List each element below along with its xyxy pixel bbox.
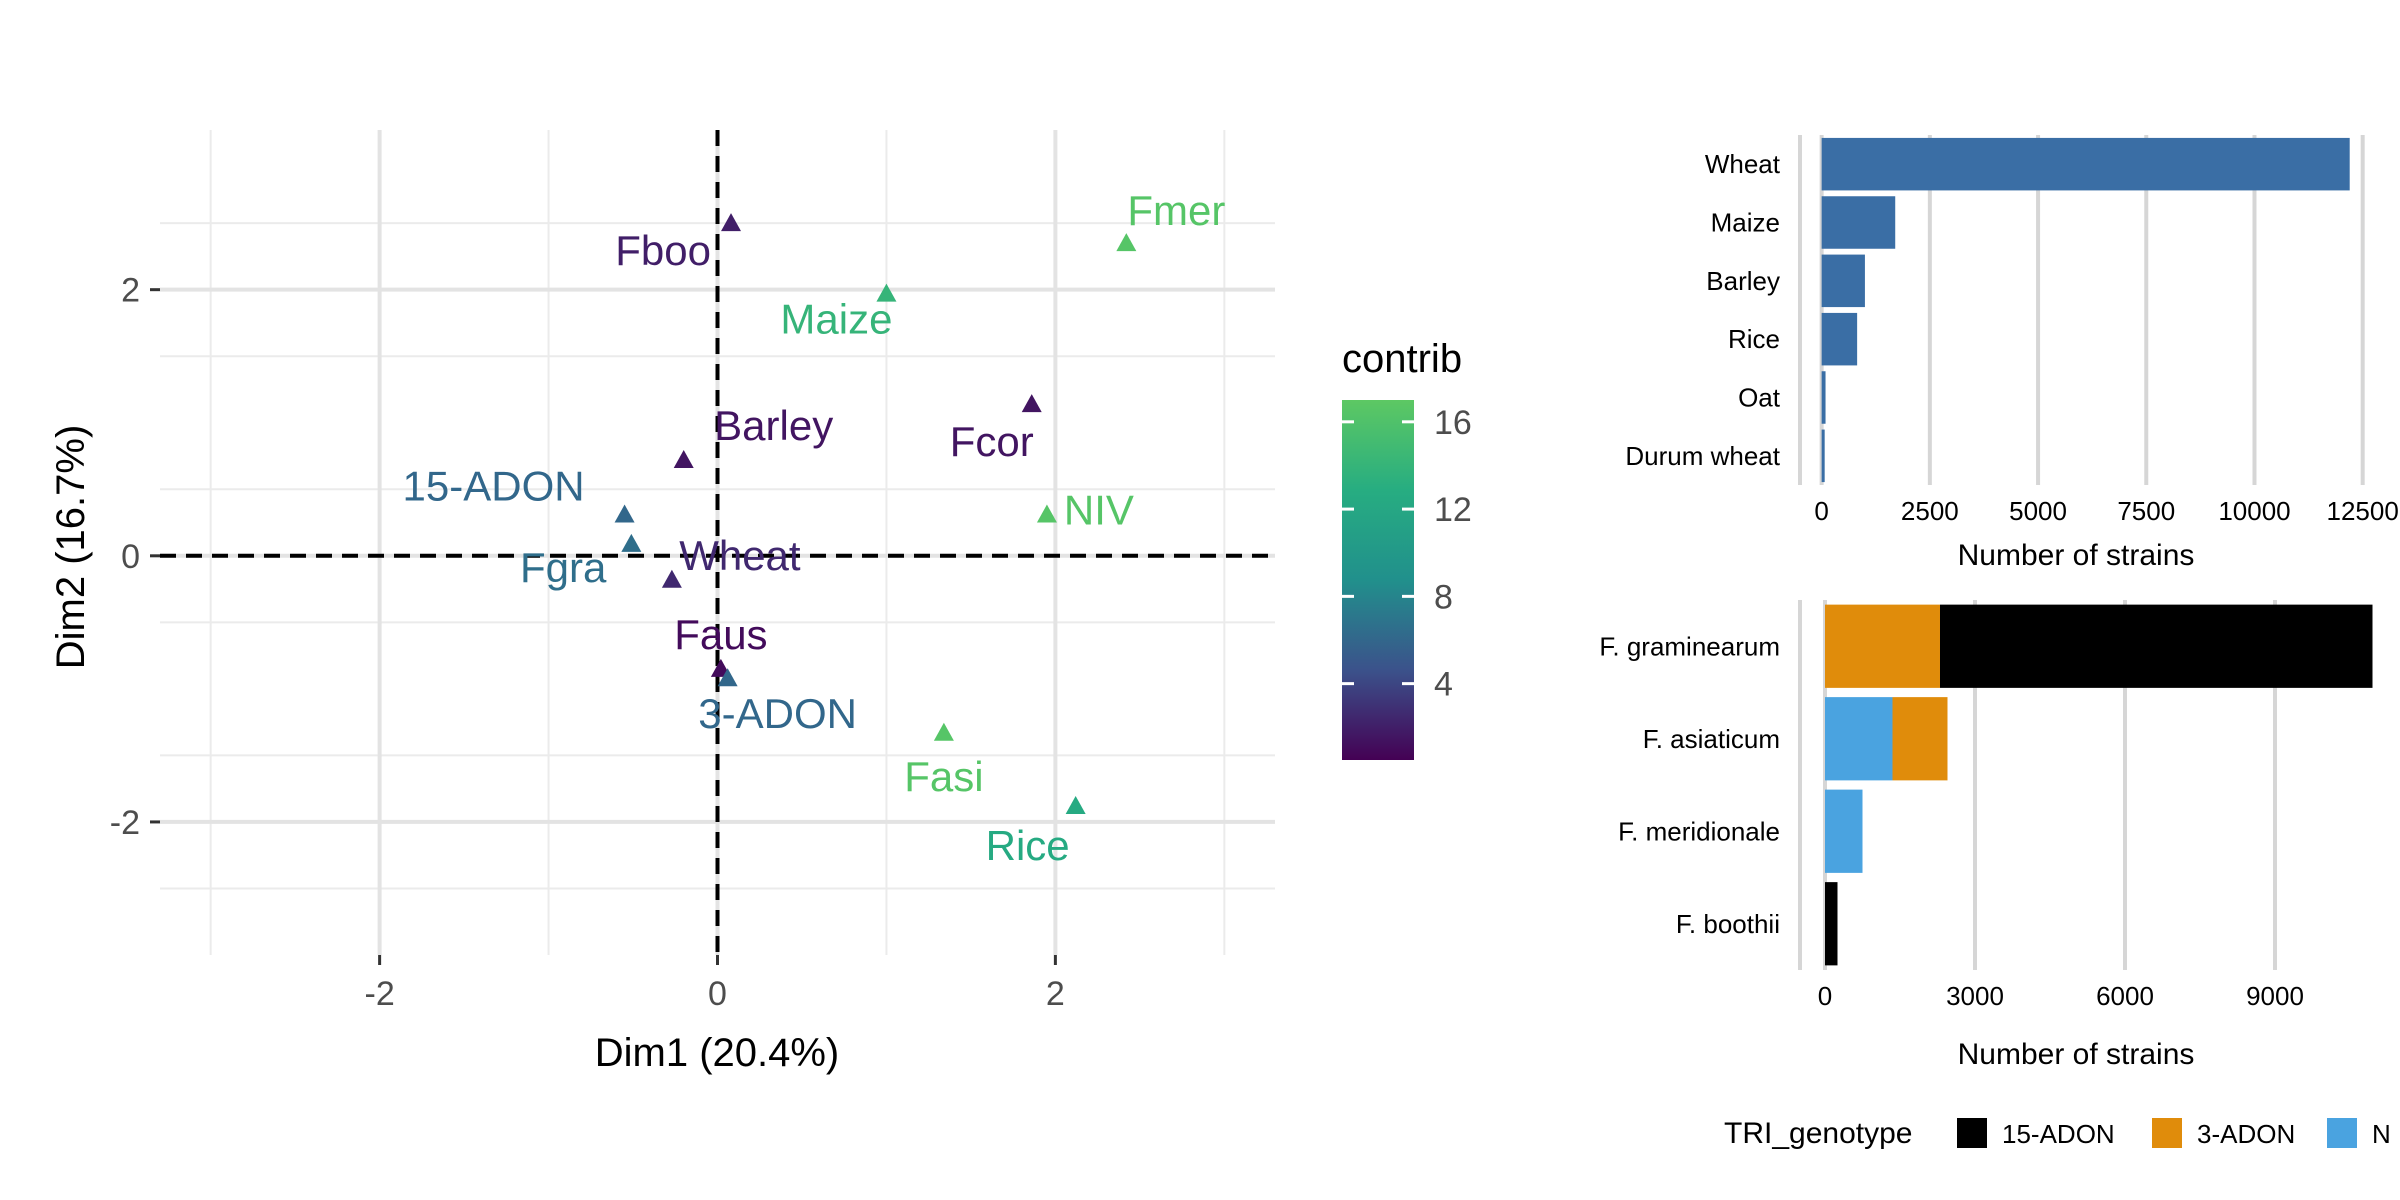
host-bar-durum-wheat [1821,429,1825,483]
scatter-y-tick-label: 0 [121,538,140,576]
host-category-label: Maize [1711,208,1780,238]
scatter-point-rice [1065,795,1086,814]
scatter-point-label-wheat: Wheat [679,532,801,579]
species-bar-f-graminearum-15-adon [1940,604,2373,688]
scatter-point-fmer [1116,233,1137,252]
scatter-y-tick-label: 2 [121,272,140,310]
species-bar-x-axis-label: Number of strains [1958,1038,2195,1071]
genotype-legend: TRI_genotype 15-ADON 3-ADON N [1724,1117,2391,1150]
host-x-tick-label: 12500 [2327,496,2399,526]
scatter-axes: -2 0 2 -2 0 2 [110,272,1065,1013]
host-bar-panel: Wheat Maize Barley Rice Oat Durum wheat 0 2500 5… [1625,135,2399,572]
scatter-point-label-fgra: Fgra [520,544,607,591]
scatter-point-label-fboo: Fboo [615,227,711,274]
scatter-point-label-rice: Rice [986,822,1070,869]
colorbar-tick-label: 4 [1434,666,1453,704]
host-bar-grid [1798,135,2365,485]
scatter-point-15-adon [614,504,635,523]
species-bar-f-boothii-15-adon [1825,882,1838,966]
host-bar-x-axis-label: Number of strains [1958,539,2195,572]
host-bar-axes: Wheat Maize Barley Rice Oat Durum wheat 0 2500 5… [1625,149,2398,526]
host-bar-barley [1821,254,1865,308]
host-x-tick-label: 0 [1814,496,1828,526]
colorbar-tick-label: 12 [1434,491,1472,529]
host-x-tick-label: 5000 [2009,496,2067,526]
scatter-point-label-niv: NIV [1064,487,1134,534]
host-bar-rice [1821,312,1858,366]
colorbar-title: contrib [1342,337,1462,381]
host-category-label: Barley [1706,266,1780,296]
colorbar-tick-label: 16 [1434,404,1472,442]
host-x-tick-label: 10000 [2218,496,2290,526]
species-x-tick-label: 6000 [2096,981,2154,1011]
scatter-y-tick-label: -2 [110,804,140,842]
colorbar-gradient [1342,400,1414,760]
scatter-reference-lines [160,130,1275,955]
genotype-legend-swatch-3-adon [2152,1118,2182,1148]
scatter-point-label-faus: Faus [674,611,767,658]
scatter-point-barley [673,450,694,468]
colorbar-tick-label: 8 [1434,578,1453,616]
pca-scatter-panel: Fboo Maize Fmer Barley Fcor 15-ADON NIV Fgra Whe… [49,130,1275,1075]
host-bars [1821,137,2350,483]
scatter-point-label-fcor: Fcor [950,418,1034,465]
host-bar-oat [1821,371,1826,424]
genotype-legend-items: 15-ADON 3-ADON N [1957,1118,2391,1149]
host-category-label: Wheat [1705,149,1781,179]
scatter-x-tick-label: -2 [365,975,395,1013]
host-category-label: Durum wheat [1625,441,1780,471]
genotype-legend-title: TRI_genotype [1724,1117,1912,1150]
genotype-legend-swatch-15-adon [1957,1118,1987,1148]
genotype-legend-label-15-adon: 15-ADON [2002,1119,2115,1149]
colorbar-ticks: 4 8 12 16 [1342,404,1472,704]
host-x-tick-label: 2500 [1901,496,1959,526]
scatter-y-axis-label: Dim2 (16.7%) [49,425,93,670]
scatter-point-wheat [661,569,682,588]
species-x-tick-label: 9000 [2246,981,2304,1011]
species-bar-axes: F. graminearum F. asiaticum F. meridionale… [1599,631,2304,1011]
scatter-x-tick-label: 0 [708,975,727,1013]
host-bar-wheat [1821,137,2350,191]
genotype-legend-swatch-n [2327,1118,2357,1148]
scatter-x-tick-label: 2 [1046,975,1065,1013]
genotype-legend-label-3-adon: 3-ADON [2197,1119,2295,1149]
scatter-point-niv [1036,504,1057,523]
species-category-label: F. graminearum [1599,631,1780,661]
species-bar-panel: F. graminearum F. asiaticum F. meridionale… [1599,600,2373,1071]
host-category-label: Oat [1738,383,1781,413]
scatter-point-fboo [721,213,742,232]
scatter-points: Fboo Maize Fmer Barley Fcor 15-ADON NIV Fgra Whe… [403,187,1226,869]
species-bar-f-meridionale-niv [1825,789,1863,873]
contrib-colorbar: contrib 4 8 12 16 [1342,337,1472,760]
host-x-tick-label: 7500 [2117,496,2175,526]
species-x-tick-label: 0 [1818,981,1832,1011]
scatter-point-label-3-adon: 3-ADON [698,690,857,737]
species-category-label: F. meridionale [1618,816,1780,846]
species-category-label: F. asiaticum [1643,724,1780,754]
scatter-point-label-fmer: Fmer [1127,187,1225,234]
scatter-point-label-fasi: Fasi [904,753,983,800]
scatter-point-maize [876,283,897,302]
species-bar-f-asiaticum-3-adon [1892,697,1948,781]
species-bars [1825,604,2373,966]
scatter-point-3-adon [717,668,738,687]
species-bar-f-asiaticum-niv [1825,697,1893,781]
scatter-point-fgra [621,533,642,552]
species-category-label: F. boothii [1676,909,1780,939]
species-x-tick-label: 3000 [1946,981,2004,1011]
scatter-x-axis-label: Dim1 (20.4%) [595,1031,840,1075]
scatter-point-label-15-adon: 15-ADON [403,463,585,510]
genotype-legend-label-n: N [2372,1119,2391,1149]
scatter-point-fasi [933,722,954,741]
host-bar-maize [1821,196,1896,249]
scatter-point-label-barley: Barley [714,402,833,449]
host-category-label: Rice [1728,324,1780,354]
scatter-point-fcor [1021,394,1042,413]
scatter-point-label-maize: Maize [780,296,892,343]
species-bar-f-graminearum-3-adon [1825,604,1940,688]
